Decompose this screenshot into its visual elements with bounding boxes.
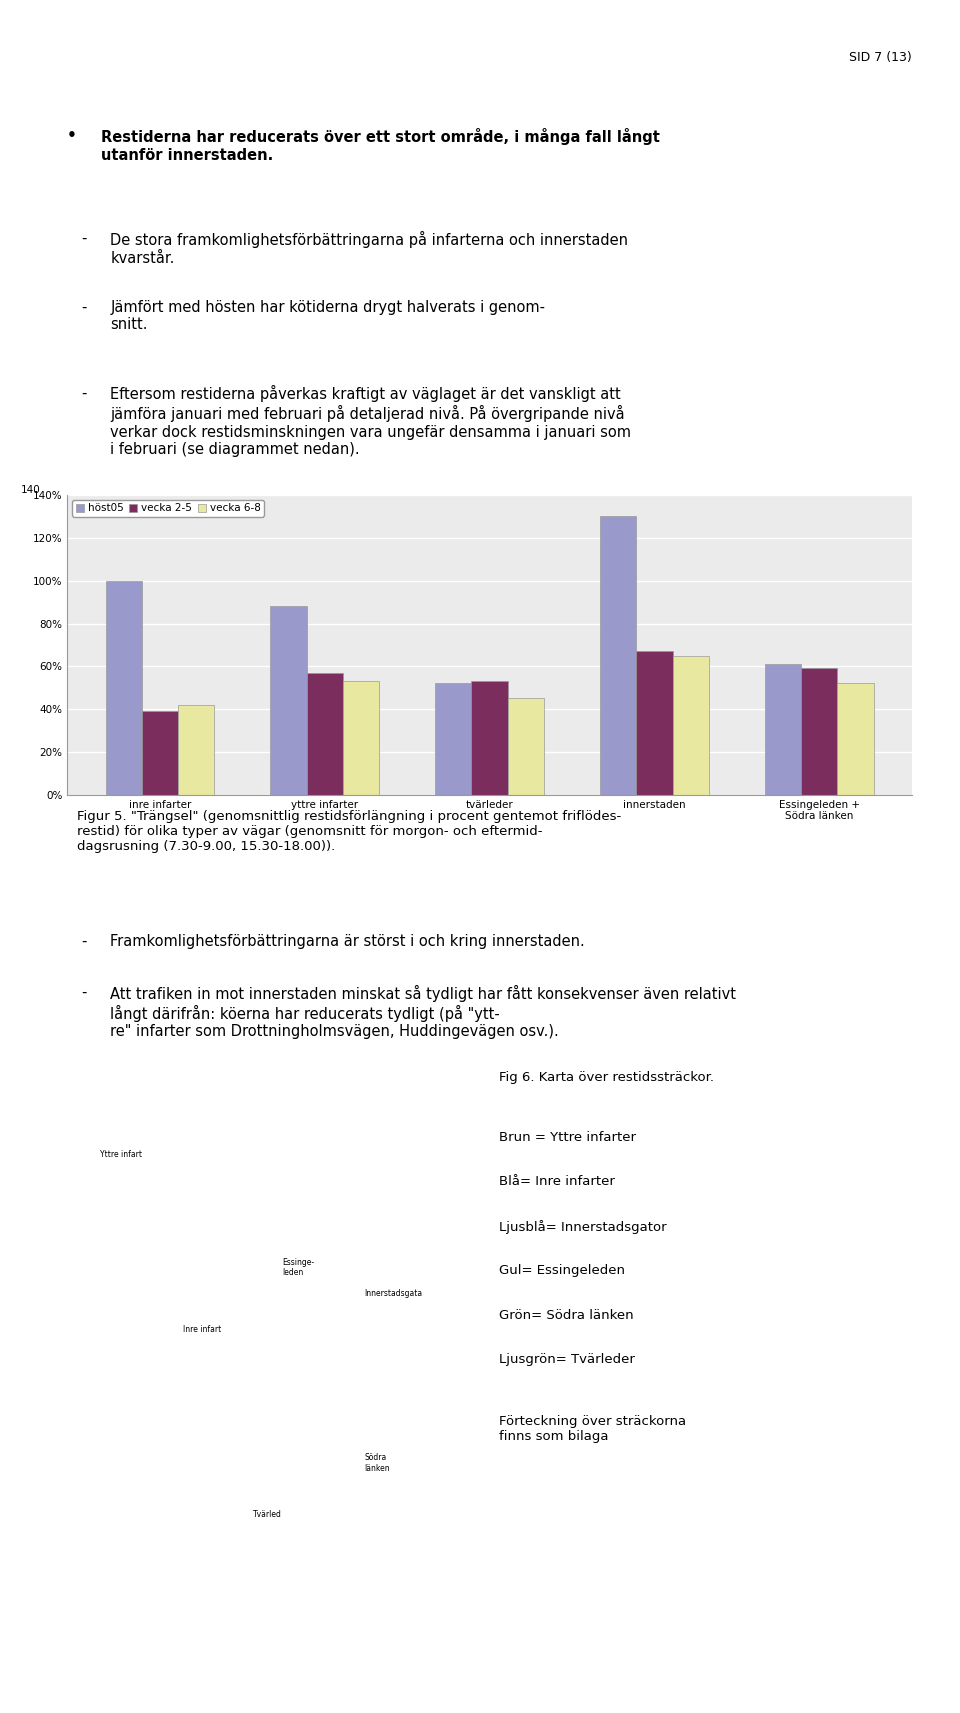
Text: 140: 140 [21,485,40,495]
Text: -: - [82,385,87,401]
Text: -: - [82,300,87,315]
Legend: höst05, vecka 2-5, vecka 6-8: höst05, vecka 2-5, vecka 6-8 [72,500,264,517]
Text: Yttre infart: Yttre infart [100,1149,142,1160]
Bar [765,665,801,795]
Text: De stora framkomlighetsförbättringarna på infarterna och innerstaden
kvarstår.: De stora framkomlighetsförbättringarna p… [110,231,629,266]
Bar [106,581,142,795]
Text: -: - [82,934,87,949]
Text: Framkomlighetsförbättringarna är störst i och kring innerstaden.: Framkomlighetsförbättringarna är störst … [110,934,586,949]
Text: Inre infart: Inre infart [182,1324,221,1334]
Text: Ljusgrön= Tvärleder: Ljusgrön= Tvärleder [499,1353,636,1367]
Bar [471,682,508,795]
Text: Grön= Södra länken: Grön= Södra länken [499,1309,634,1322]
Bar [142,711,179,795]
Bar [673,656,708,795]
Bar [508,699,544,795]
Text: Att trafiken in mot innerstaden minskat så tydligt har fått konsekvenser även re: Att trafiken in mot innerstaden minskat … [110,985,736,1040]
Text: Innerstadsgata: Innerstadsgata [365,1288,422,1298]
Bar [179,706,214,795]
Bar [435,683,471,795]
Bar [636,651,673,795]
Bar [801,668,837,795]
Text: Fig 6. Karta över restidssträckor.: Fig 6. Karta över restidssträckor. [499,1071,714,1084]
Text: SID 7 (13): SID 7 (13) [850,51,912,65]
Bar [306,673,343,795]
Bar [271,606,306,795]
Text: Brun = Yttre infarter: Brun = Yttre infarter [499,1131,636,1144]
Text: Södra
länken: Södra länken [365,1453,390,1473]
Text: Tvärled: Tvärled [253,1509,282,1519]
Bar [837,683,874,795]
Text: Restiderna har reducerats över ett stort område, i många fall långt
utanför inne: Restiderna har reducerats över ett stort… [101,128,660,163]
Text: Gul= Essingeleden: Gul= Essingeleden [499,1264,625,1278]
Bar [600,516,636,795]
Text: Essinge-
leden: Essinge- leden [282,1257,314,1278]
Bar [343,682,379,795]
Text: Figur 5. "Trängsel" (genomsnittlig restidsförlängning i procent gentemot friflöd: Figur 5. "Trängsel" (genomsnittlig resti… [77,810,621,853]
Text: -: - [82,985,87,1000]
Text: -: - [82,231,87,247]
Text: Blå= Inre infarter: Blå= Inre infarter [499,1175,615,1189]
Text: Eftersom restiderna påverkas kraftigt av väglaget är det vanskligt att
jämföra j: Eftersom restiderna påverkas kraftigt av… [110,385,632,457]
Text: Förteckning över sträckorna
finns som bilaga: Förteckning över sträckorna finns som bi… [499,1415,686,1442]
Text: Jämfört med hösten har kötiderna drygt halverats i genom-
snitt.: Jämfört med hösten har kötiderna drygt h… [110,300,545,332]
Text: •: • [67,128,77,144]
Text: Ljusblå= Innerstadsgator: Ljusblå= Innerstadsgator [499,1220,667,1233]
